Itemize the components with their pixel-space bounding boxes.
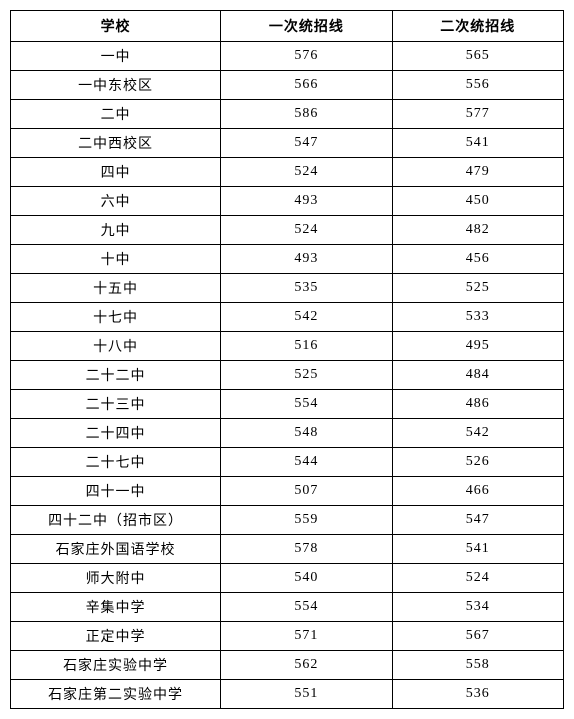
cell-second-score: 567 xyxy=(392,622,563,651)
cell-school: 二十三中 xyxy=(11,390,221,419)
cell-second-score: 466 xyxy=(392,477,563,506)
cell-first-score: 576 xyxy=(221,42,392,71)
header-school: 学校 xyxy=(11,11,221,42)
table-row: 四中524479 xyxy=(11,158,564,187)
cell-school: 十五中 xyxy=(11,274,221,303)
cell-school: 石家庄外国语学校 xyxy=(11,535,221,564)
cell-school: 十八中 xyxy=(11,332,221,361)
table-row: 九中524482 xyxy=(11,216,564,245)
cell-first-score: 547 xyxy=(221,129,392,158)
table-row: 十七中542533 xyxy=(11,303,564,332)
table-row: 石家庄外国语学校578541 xyxy=(11,535,564,564)
cell-school: 二十七中 xyxy=(11,448,221,477)
cell-school: 一中东校区 xyxy=(11,71,221,100)
cell-second-score: 526 xyxy=(392,448,563,477)
cell-school: 二中 xyxy=(11,100,221,129)
cell-school: 四十一中 xyxy=(11,477,221,506)
table-row: 四十二中（招市区）559547 xyxy=(11,506,564,535)
cell-second-score: 547 xyxy=(392,506,563,535)
cell-first-score: 578 xyxy=(221,535,392,564)
table-header-row: 学校 一次统招线 二次统招线 xyxy=(11,11,564,42)
cell-first-score: 542 xyxy=(221,303,392,332)
cell-second-score: 525 xyxy=(392,274,563,303)
table-row: 一中576565 xyxy=(11,42,564,71)
cell-school: 石家庄实验中学 xyxy=(11,651,221,680)
cell-second-score: 577 xyxy=(392,100,563,129)
table-row: 六中493450 xyxy=(11,187,564,216)
cell-second-score: 541 xyxy=(392,535,563,564)
cell-first-score: 559 xyxy=(221,506,392,535)
cell-first-score: 540 xyxy=(221,564,392,593)
header-second-score: 二次统招线 xyxy=(392,11,563,42)
cell-first-score: 562 xyxy=(221,651,392,680)
table-row: 十五中535525 xyxy=(11,274,564,303)
cell-school: 四十二中（招市区） xyxy=(11,506,221,535)
table-row: 师大附中540524 xyxy=(11,564,564,593)
cell-second-score: 533 xyxy=(392,303,563,332)
table-row: 正定中学571567 xyxy=(11,622,564,651)
cell-first-score: 571 xyxy=(221,622,392,651)
cell-second-score: 450 xyxy=(392,187,563,216)
cell-second-score: 556 xyxy=(392,71,563,100)
cell-first-score: 548 xyxy=(221,419,392,448)
table-row: 二十三中554486 xyxy=(11,390,564,419)
cell-school: 二中西校区 xyxy=(11,129,221,158)
cell-first-score: 524 xyxy=(221,158,392,187)
cell-school: 四中 xyxy=(11,158,221,187)
table-row: 二中586577 xyxy=(11,100,564,129)
cell-school: 二十四中 xyxy=(11,419,221,448)
header-first-score: 一次统招线 xyxy=(221,11,392,42)
scores-table: 学校 一次统招线 二次统招线 一中576565一中东校区566556二中5865… xyxy=(10,10,564,709)
cell-first-score: 586 xyxy=(221,100,392,129)
cell-first-score: 566 xyxy=(221,71,392,100)
cell-first-score: 554 xyxy=(221,593,392,622)
table-row: 十八中516495 xyxy=(11,332,564,361)
cell-school: 九中 xyxy=(11,216,221,245)
table-row: 十中493456 xyxy=(11,245,564,274)
cell-first-score: 493 xyxy=(221,245,392,274)
table-row: 二中西校区547541 xyxy=(11,129,564,158)
cell-second-score: 456 xyxy=(392,245,563,274)
cell-school: 十七中 xyxy=(11,303,221,332)
table-row: 二十二中525484 xyxy=(11,361,564,390)
cell-school: 一中 xyxy=(11,42,221,71)
cell-second-score: 558 xyxy=(392,651,563,680)
cell-second-score: 486 xyxy=(392,390,563,419)
cell-school: 师大附中 xyxy=(11,564,221,593)
cell-first-score: 493 xyxy=(221,187,392,216)
cell-first-score: 524 xyxy=(221,216,392,245)
cell-second-score: 534 xyxy=(392,593,563,622)
cell-second-score: 495 xyxy=(392,332,563,361)
cell-school: 石家庄第二实验中学 xyxy=(11,680,221,709)
cell-school: 二十二中 xyxy=(11,361,221,390)
cell-second-score: 542 xyxy=(392,419,563,448)
cell-first-score: 507 xyxy=(221,477,392,506)
cell-first-score: 551 xyxy=(221,680,392,709)
table-row: 石家庄第二实验中学551536 xyxy=(11,680,564,709)
table-row: 辛集中学554534 xyxy=(11,593,564,622)
cell-school: 辛集中学 xyxy=(11,593,221,622)
cell-school: 十中 xyxy=(11,245,221,274)
cell-second-score: 524 xyxy=(392,564,563,593)
cell-second-score: 484 xyxy=(392,361,563,390)
table-row: 二十四中548542 xyxy=(11,419,564,448)
table-row: 一中东校区566556 xyxy=(11,71,564,100)
cell-school: 正定中学 xyxy=(11,622,221,651)
cell-second-score: 479 xyxy=(392,158,563,187)
cell-second-score: 482 xyxy=(392,216,563,245)
cell-second-score: 536 xyxy=(392,680,563,709)
cell-second-score: 565 xyxy=(392,42,563,71)
cell-first-score: 554 xyxy=(221,390,392,419)
cell-second-score: 541 xyxy=(392,129,563,158)
cell-first-score: 525 xyxy=(221,361,392,390)
cell-first-score: 535 xyxy=(221,274,392,303)
table-row: 二十七中544526 xyxy=(11,448,564,477)
table-row: 石家庄实验中学562558 xyxy=(11,651,564,680)
cell-first-score: 516 xyxy=(221,332,392,361)
table-body: 一中576565一中东校区566556二中586577二中西校区547541四中… xyxy=(11,42,564,709)
cell-first-score: 544 xyxy=(221,448,392,477)
table-row: 四十一中507466 xyxy=(11,477,564,506)
cell-school: 六中 xyxy=(11,187,221,216)
